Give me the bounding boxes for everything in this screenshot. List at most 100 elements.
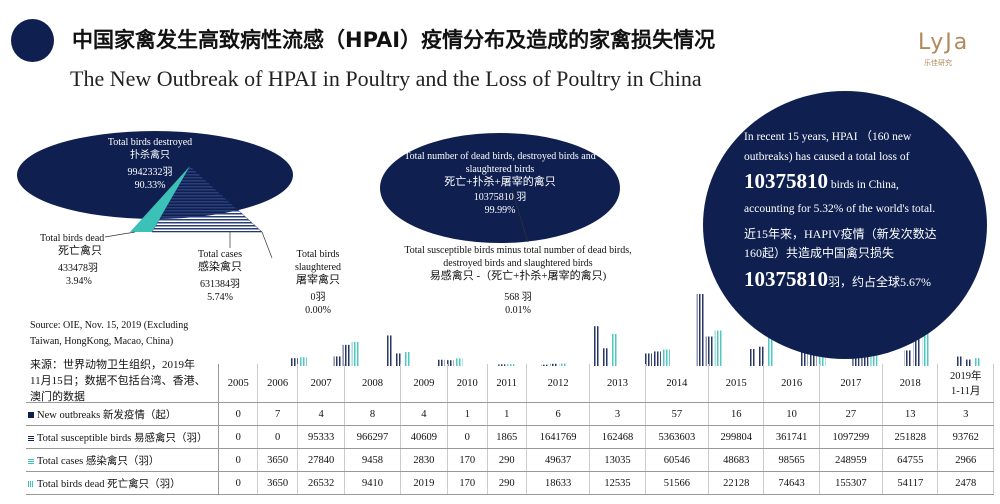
table-cell: 93762 bbox=[937, 425, 994, 449]
table-cell: 16 bbox=[708, 402, 765, 426]
bar-cases bbox=[974, 358, 982, 366]
table-cell: 0 bbox=[447, 425, 488, 449]
pie2-total-slice bbox=[380, 133, 620, 243]
year-header: 2011 bbox=[487, 364, 527, 403]
bar-susceptible bbox=[800, 347, 808, 366]
bar-cases bbox=[766, 334, 774, 366]
table-cell: 4 bbox=[297, 402, 346, 426]
table-cell: 0 bbox=[218, 402, 259, 426]
table-cell: 170 bbox=[447, 448, 488, 472]
bar-dead bbox=[757, 346, 765, 366]
table-corner bbox=[26, 364, 219, 403]
table-cell: 361741 bbox=[763, 425, 820, 449]
bar-cases bbox=[662, 349, 670, 366]
year-header: 2010 bbox=[447, 364, 488, 403]
table-cell: 40609 bbox=[400, 425, 449, 449]
pie2-total-label: Total number of dead birds, destroyed bi… bbox=[404, 151, 596, 216]
bar-susceptible bbox=[696, 294, 704, 366]
table-header-row: 2005 2006 2007 2008 2009 2010 2011 2012 … bbox=[26, 364, 994, 403]
legend-marker bbox=[28, 412, 34, 419]
bar-dead bbox=[653, 351, 661, 366]
table-cell: 1865 bbox=[487, 425, 527, 449]
bar-susceptible bbox=[644, 353, 652, 366]
year-header: 2013 bbox=[589, 364, 646, 403]
table-cell: 48683 bbox=[708, 448, 765, 472]
table-cell: 57 bbox=[645, 402, 710, 426]
table-cell: 1 bbox=[487, 402, 527, 426]
table-cell: 4 bbox=[400, 402, 449, 426]
table-cell: 18633 bbox=[526, 471, 591, 495]
bar-cases bbox=[351, 341, 359, 366]
table-cell: 3650 bbox=[257, 448, 298, 472]
bar-dead bbox=[290, 358, 298, 366]
summary-line-1: In recent 15 years, HPAI （160 new bbox=[744, 131, 912, 143]
table-cell: 64755 bbox=[882, 448, 939, 472]
summary-cn-3: 10375810羽，约占全球5.67% bbox=[744, 267, 931, 291]
table-cell: 170 bbox=[447, 471, 488, 495]
bar-cases bbox=[922, 329, 930, 366]
year-header: 2017 bbox=[819, 364, 884, 403]
bar-dead bbox=[602, 348, 609, 366]
year-header: 2015 bbox=[708, 364, 765, 403]
table-row: Total susceptible birds 易感禽只（羽） 0 0 95333 96… bbox=[26, 425, 994, 449]
table-cell: 2966 bbox=[937, 448, 994, 472]
summary-cn-1: 近15年来，HAPIV疫情（新发次数达 bbox=[744, 227, 937, 241]
table-cell: 0 bbox=[218, 471, 259, 495]
year-header: 2014 bbox=[645, 364, 710, 403]
table-cell: 51566 bbox=[645, 471, 710, 495]
table-cell: 1097299 bbox=[819, 425, 884, 449]
table-cell: 9458 bbox=[344, 448, 401, 472]
row-label: New outbreaks 新发疫情（起） bbox=[26, 402, 219, 426]
table-cell: 26532 bbox=[297, 471, 346, 495]
table-cell: 60546 bbox=[645, 448, 710, 472]
bar-dead bbox=[446, 360, 454, 366]
bar-dead bbox=[965, 359, 973, 366]
row-label: Total susceptible birds 易感禽只（羽） bbox=[26, 425, 219, 449]
pie1-slaughtered-label: Total birds slaughtered 屠宰禽只 0羽 0.00% bbox=[294, 249, 342, 316]
year-header: 2016 bbox=[763, 364, 820, 403]
table-cell: 13 bbox=[882, 402, 939, 426]
bar-dead bbox=[705, 336, 713, 366]
logo: LyJa bbox=[918, 30, 970, 55]
table-cell: 248959 bbox=[819, 448, 884, 472]
bar-cases bbox=[403, 351, 411, 366]
year-header-2019: 2019年 1-11月 bbox=[937, 364, 994, 403]
table-cell: 1641769 bbox=[526, 425, 591, 449]
bar-susceptible bbox=[593, 326, 600, 366]
table-cell: 95333 bbox=[297, 425, 346, 449]
bar-cases bbox=[611, 333, 618, 366]
table-cell: 22128 bbox=[708, 471, 765, 495]
summary-line-2: outbreaks) has caused a total loss of bbox=[744, 151, 910, 163]
summary-cn-2: 160起）共造成中国禽只损失 bbox=[744, 246, 895, 260]
pie1-dead-leader bbox=[104, 231, 136, 238]
bar-cases bbox=[299, 357, 307, 366]
table-cell: 10 bbox=[763, 402, 820, 426]
page-subtitle: The New Outbreak of HPAI in Poultry and … bbox=[70, 66, 702, 91]
table-cell: 0 bbox=[218, 425, 259, 449]
year-header: 2018 bbox=[882, 364, 939, 403]
pie1-dead-slice bbox=[130, 166, 190, 232]
bar-susceptible bbox=[385, 335, 393, 366]
table-cell: 54117 bbox=[882, 471, 939, 495]
pie2-susceptible-leader bbox=[511, 189, 529, 243]
bar-cases bbox=[455, 358, 463, 366]
table-cell: 3 bbox=[589, 402, 646, 426]
table-cell: 12535 bbox=[589, 471, 646, 495]
table-cell: 2478 bbox=[937, 471, 994, 495]
table-cell: 2019 bbox=[400, 471, 449, 495]
bar-susceptible bbox=[333, 356, 341, 366]
table-cell: 3650 bbox=[257, 471, 298, 495]
bar-susceptible bbox=[904, 350, 912, 366]
bar-dead bbox=[913, 335, 921, 366]
bar-susceptible bbox=[437, 359, 445, 366]
table-cell: 966297 bbox=[344, 425, 401, 449]
year-header: 2006 bbox=[257, 364, 298, 403]
table-cell: 155307 bbox=[819, 471, 884, 495]
table-cell: 7 bbox=[257, 402, 298, 426]
row-label: Total birds dead 死亡禽只（羽） bbox=[26, 471, 219, 495]
summary-line-4: accounting for 5.32% of the world's tota… bbox=[744, 203, 936, 215]
source-en: Source: OIE, Nov. 15, 2019 (Excluding Ta… bbox=[30, 320, 189, 347]
pie1-cases-label: Total cases 感染禽只 631384羽 5.74% bbox=[197, 249, 242, 303]
table-row: New outbreaks 新发疫情（起） 0 7 4 8 4 1 1 6 3 57 16 10 27 13… bbox=[26, 402, 994, 426]
summary-total-cn: 10375810 bbox=[744, 267, 828, 291]
